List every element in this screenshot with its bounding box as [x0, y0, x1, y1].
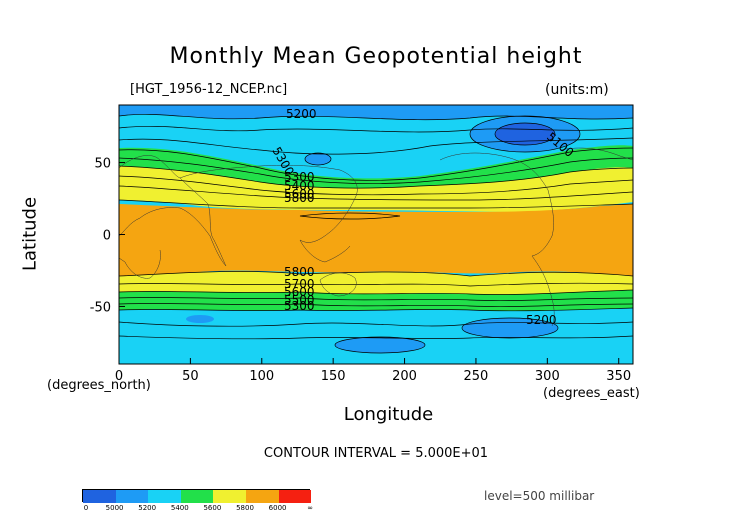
x-tick-label: 0 — [115, 369, 123, 384]
x-axis-unit-left: (degrees_north) — [47, 378, 151, 393]
colorbar-segment — [180, 490, 214, 503]
y-tick-label: 50 — [94, 157, 111, 172]
contour-label: 5600 — [284, 187, 315, 201]
axes: 0 50 100 150 200 250 300 350 50 0 -50 — [90, 157, 631, 384]
y-tick-label: -50 — [90, 300, 111, 315]
contour-interval-label: CONTOUR INTERVAL = 5.000E+01 — [263, 446, 489, 461]
contour-label: 5500 — [284, 293, 315, 307]
source-file-label: [HGT_1956-12_NCEP.nc] — [130, 82, 288, 97]
contour-label: 5200 — [526, 313, 557, 327]
contour-lines — [119, 113, 633, 354]
contour-label: 5200 — [286, 107, 317, 121]
x-axis-label: Longitude — [343, 404, 434, 425]
contour-label: 5300 — [284, 170, 315, 184]
band-north-yellow — [119, 166, 633, 212]
colorbar — [82, 489, 312, 503]
colorbar-segment — [115, 490, 149, 503]
x-tick-label: 150 — [321, 369, 346, 384]
contour-label: 5300 — [284, 299, 315, 313]
colorbar-tick-label: 5000 — [105, 504, 124, 512]
contour-label: 5600 — [284, 285, 315, 299]
band-south-yellow — [119, 271, 633, 295]
x-tick-label: 200 — [392, 369, 417, 384]
chart-title: Monthly Mean Geopotential height — [169, 44, 583, 69]
contour-label: 5800 — [284, 265, 315, 279]
colorbar-segment — [83, 490, 116, 503]
x-tick-label: 50 — [182, 369, 199, 384]
low-antarctic — [335, 337, 425, 353]
x-tick-label: 300 — [535, 369, 560, 384]
colorbar-segment — [213, 490, 246, 503]
colorbar-tick-label: 0 — [83, 504, 89, 512]
x-axis-unit-right: (degrees_east) — [543, 386, 640, 401]
colorbar-tick-label: 5800 — [236, 504, 254, 512]
contour-fills — [119, 105, 633, 364]
colorbar-segment — [148, 490, 181, 503]
x-tick-label: 250 — [464, 369, 489, 384]
y-axis-label: Latitude — [19, 196, 41, 272]
colorbar-segment — [278, 490, 312, 503]
colorbar-tick-label: 6000 — [268, 504, 287, 512]
units-label: (units:m) — [545, 82, 609, 98]
y-tick-label: 0 — [103, 229, 111, 244]
colorbar-tick-label: 5200 — [138, 504, 157, 512]
colorbar-segment — [246, 490, 279, 503]
contour-label: 5800 — [284, 191, 315, 205]
low-siberia — [305, 153, 331, 165]
colorbar-tick-label: 5600 — [203, 504, 222, 512]
contour-label: 5700 — [284, 277, 315, 291]
contour-label: 5400 — [284, 179, 315, 193]
level-label: level=500 millibar — [484, 489, 595, 503]
x-tick-label: 100 — [249, 369, 274, 384]
band-south-green — [119, 290, 633, 311]
coastlines — [119, 147, 633, 327]
band-tropics-orange — [119, 204, 633, 276]
colorbar-tick-label: ∞ — [307, 504, 314, 512]
colorbar-tick-label: 5400 — [170, 504, 189, 512]
low-south-indian — [186, 315, 214, 323]
x-tick-label: 350 — [606, 369, 631, 384]
low-north-pacific-core — [495, 123, 555, 145]
band-north-blue — [119, 105, 633, 120]
